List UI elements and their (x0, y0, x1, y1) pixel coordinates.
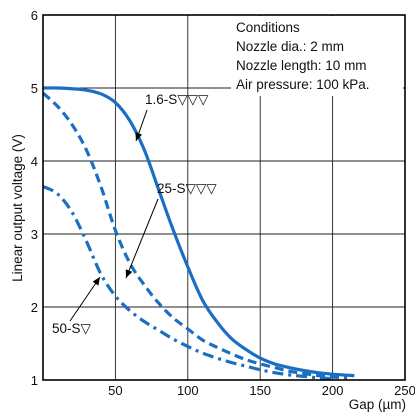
tick-labels: 50 100 150 200 250 1 2 3 4 5 6 (31, 8, 415, 398)
series-label: 1.6-S▽▽▽ (145, 92, 209, 107)
callout-line (125, 198, 159, 279)
conditions-line-nozzle-length: Nozzle length: 10 mm (236, 58, 367, 73)
series-line-1 (42, 86, 355, 378)
conditions-box (231, 16, 403, 96)
y-tick-label: 6 (31, 8, 38, 23)
conditions-line-air-pressure: Air pressure: 100 kPa. (236, 77, 370, 92)
y-tick-label: 3 (31, 227, 38, 242)
conditions-title: Conditions (236, 20, 300, 35)
x-tick-label: 100 (177, 383, 199, 398)
callout-arrowhead (125, 269, 133, 278)
plot-frame (42, 14, 406, 381)
series-line-3 (42, 185, 333, 381)
series-callouts: 1.6-S▽▽▽ 25-S▽▽▽ 50-S▽ (52, 92, 217, 336)
x-tick-label: 250 (394, 383, 415, 398)
y-tick-label: 1 (31, 373, 38, 388)
series-line-2 (41, 91, 348, 380)
x-tick-label: 200 (322, 383, 344, 398)
x-tick-label: 150 (249, 383, 271, 398)
series-lines (41, 86, 355, 381)
y-tick-label: 4 (31, 154, 38, 169)
series-label: 50-S▽ (52, 321, 92, 336)
callout-line (69, 276, 101, 322)
series-label: 25-S▽▽▽ (157, 181, 217, 196)
callout-arrowhead (135, 132, 142, 141)
x-tick-label: 50 (108, 383, 122, 398)
conditions-line-nozzle-dia: Nozzle dia.: 2 mm (236, 39, 344, 54)
y-tick-label: 5 (31, 81, 38, 96)
y-tick-label: 2 (31, 300, 38, 315)
y-axis-label: Linear output voltage (V) (10, 134, 25, 282)
x-axis-label: Gap (µm) (349, 397, 406, 412)
callout-arrowhead (92, 277, 100, 286)
